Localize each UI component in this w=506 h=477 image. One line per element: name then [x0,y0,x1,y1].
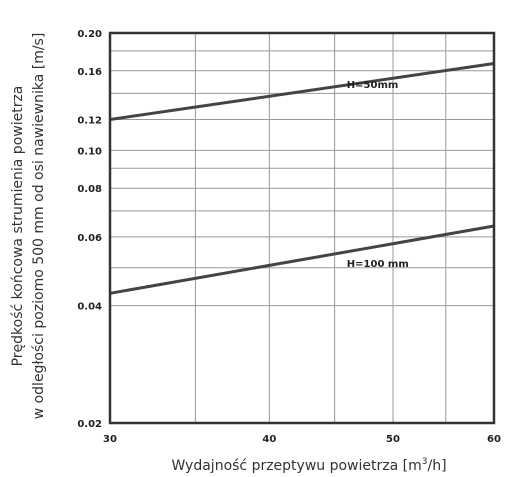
plot-frame [108,31,496,425]
y-tick-label: 0.16 [77,67,102,78]
x-tick-label: 60 [487,434,501,445]
y-tick-label: 0.02 [77,419,102,430]
y-axis-title-line2: w odległości poziomo 500 mm od osi nawie… [31,33,47,420]
x-tick-labels: 30 40 50 60 [103,434,501,445]
x-tick-label: 30 [103,434,117,445]
series-label: H=100 mm [347,259,409,270]
x-tick-label: 50 [386,434,400,445]
series-line [109,62,495,121]
y-tick-label: 0.12 [77,116,102,127]
y-tick-label: 0.20 [77,29,102,40]
series-labels: H=50mm H=100 mm [347,80,409,270]
series-label: H=50mm [347,80,399,91]
y-axis-title-line1: Prędkość końcowa strumienia powietrza [10,86,26,367]
x-tick-label: 40 [262,434,276,445]
series-line [109,224,495,295]
series-group [109,62,495,295]
y-tick-label: 0.08 [77,184,102,195]
y-tick-label: 0.04 [77,302,102,313]
y-tick-label: 0.10 [77,146,102,157]
x-axis-title: Wydajność przeptywu powietrza [m3/h] [171,457,446,474]
grid [109,32,495,424]
y-tick-label: 0.06 [77,233,102,244]
y-tick-labels: 0.20 0.16 0.12 0.10 0.08 0.06 0.04 0.02 [77,29,102,430]
